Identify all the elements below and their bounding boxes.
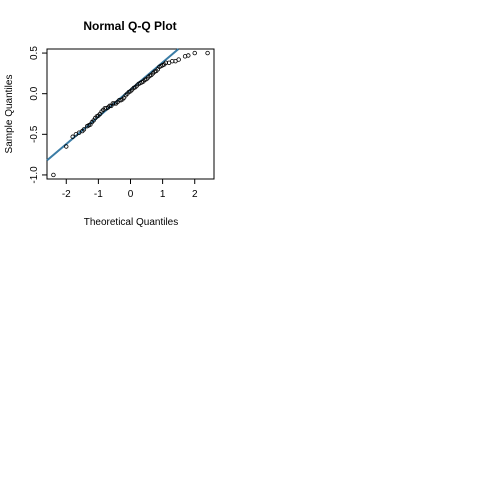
- y-axis: -1.0 -0.5 0.0 0.5: [29, 46, 48, 184]
- qq-point: [192, 50, 197, 56]
- qq-point: [186, 53, 191, 58]
- qq-point: [51, 172, 56, 178]
- y-tick-label: 0.0: [29, 86, 40, 100]
- qq-point: [205, 50, 210, 56]
- qq-point: [81, 127, 87, 132]
- points-layer: [51, 50, 210, 178]
- y-tick-label: -0.5: [29, 125, 40, 143]
- x-tick-label: -2: [62, 189, 71, 200]
- plot-title: Normal Q-Q Plot: [83, 19, 176, 33]
- y-axis-label: Sample Quantiles: [4, 75, 15, 154]
- x-tick-label: -1: [94, 189, 103, 200]
- x-axis-label: Theoretical Quantiles: [84, 217, 179, 228]
- qq-point: [176, 57, 181, 62]
- plot-area: [46, 48, 215, 180]
- x-tick-label: 0: [128, 189, 134, 200]
- y-tick-label: 0.5: [29, 46, 40, 60]
- x-tick-label: 1: [160, 189, 166, 200]
- qq-point: [70, 134, 75, 139]
- x-tick-label: 2: [192, 189, 198, 200]
- x-axis: -2 -1 0 1 2: [62, 178, 198, 200]
- plot-frame: [46, 48, 215, 180]
- y-tick-label: -1.0: [29, 166, 40, 184]
- qq-point: [107, 103, 112, 109]
- qq-point: [64, 144, 69, 149]
